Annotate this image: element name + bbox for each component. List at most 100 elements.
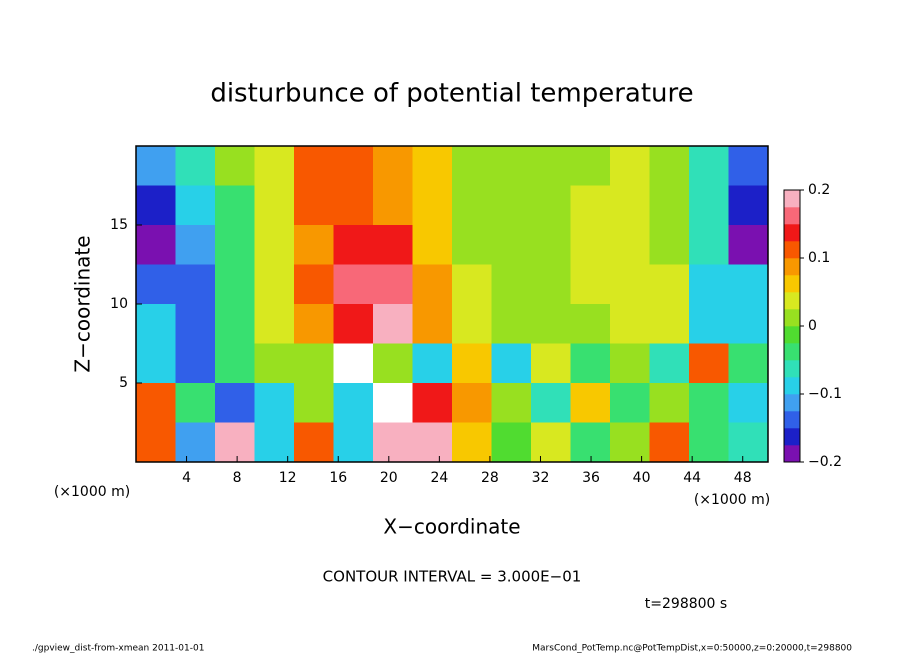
heat-cell xyxy=(610,185,650,226)
heat-cell xyxy=(136,185,176,226)
y-axis-label: Z−coordinate xyxy=(71,235,95,372)
colorbar-bin xyxy=(784,394,800,412)
heat-cell xyxy=(412,185,453,226)
heat-cell xyxy=(333,185,374,226)
colorbar-tick-label: −0.2 xyxy=(808,454,842,470)
heat-cell xyxy=(689,343,729,384)
colorbar-tick-label: 0 xyxy=(808,318,817,334)
heat-cell xyxy=(215,146,255,186)
heat-cell xyxy=(649,146,690,186)
heat-cell xyxy=(491,304,532,344)
x-tick-label: 36 xyxy=(582,470,600,486)
heat-cell xyxy=(294,146,334,186)
heat-cell xyxy=(570,185,611,226)
colorbar-bin xyxy=(784,224,800,242)
heat-cell xyxy=(333,264,374,305)
heat-cell xyxy=(175,343,216,384)
heat-cell xyxy=(294,383,334,423)
heat-cell xyxy=(373,343,413,384)
heat-cell xyxy=(452,146,492,186)
heat-cell xyxy=(452,225,492,265)
heat-cell xyxy=(649,225,690,265)
x-tick-label: 20 xyxy=(380,470,398,486)
x-tick-label: 28 xyxy=(481,470,499,486)
colorbar-bin xyxy=(784,411,800,429)
y-tick-label: 15 xyxy=(110,217,128,233)
heat-cell xyxy=(215,304,255,344)
heat-cell xyxy=(570,422,611,463)
heat-cell xyxy=(373,264,413,305)
heat-cell xyxy=(215,422,255,463)
heat-cell xyxy=(728,422,769,463)
colorbar-tick-label: 0.1 xyxy=(808,250,830,266)
colorbar-bin xyxy=(784,377,800,395)
heat-cell xyxy=(491,383,532,423)
heat-cell xyxy=(491,185,532,226)
x-tick-label: 40 xyxy=(633,470,651,486)
heat-cell xyxy=(491,343,532,384)
heat-cell xyxy=(689,304,729,344)
colorbar-bin xyxy=(784,275,800,293)
heat-cell xyxy=(452,422,492,463)
heat-cell xyxy=(610,343,650,384)
heat-cell xyxy=(215,343,255,384)
heat-cell xyxy=(689,146,729,186)
heat-cell xyxy=(333,383,374,423)
heat-cell xyxy=(491,146,532,186)
heat-cell xyxy=(373,146,413,186)
heat-cell xyxy=(728,383,769,423)
x-tick-label: 4 xyxy=(182,470,191,486)
x-tick-label: 44 xyxy=(683,470,701,486)
x-unit-label: (×1000 m) xyxy=(694,492,770,508)
heat-cell xyxy=(373,422,413,463)
heat-cell xyxy=(452,383,492,423)
x-tick-label: 24 xyxy=(430,470,448,486)
heat-cell xyxy=(175,383,216,423)
heat-cell xyxy=(728,185,769,226)
heat-cell xyxy=(333,225,374,265)
heat-cell xyxy=(215,225,255,265)
heat-cell xyxy=(728,225,769,265)
heat-cell xyxy=(491,264,532,305)
heat-cell xyxy=(531,422,571,463)
heat-cell xyxy=(412,422,453,463)
y-tick-label: 10 xyxy=(110,296,128,312)
heat-cell xyxy=(254,225,295,265)
heat-cell xyxy=(373,383,413,423)
heat-cell xyxy=(570,225,611,265)
chart-title: disturbunce of potential temperature xyxy=(210,79,693,109)
footer-right: MarsCond_PotTemp.nc@PotTempDist,x=0:5000… xyxy=(532,644,852,654)
heat-cell xyxy=(136,264,176,305)
heat-cell xyxy=(649,343,690,384)
heat-cell xyxy=(570,146,611,186)
heat-cell xyxy=(689,225,729,265)
x-tick-label: 16 xyxy=(329,470,347,486)
colorbar-bin xyxy=(784,326,800,344)
heat-cell xyxy=(728,264,769,305)
heat-cell xyxy=(215,264,255,305)
heat-cell xyxy=(175,185,216,226)
footer-left: ./gpview_dist-from-xmean 2011-01-01 xyxy=(32,644,204,654)
colorbar-bin xyxy=(784,241,800,259)
colorbar-bin xyxy=(784,258,800,276)
heat-cell xyxy=(531,304,571,344)
heat-cell xyxy=(610,264,650,305)
colorbar-bin xyxy=(784,445,800,463)
heat-cell xyxy=(136,225,176,265)
heat-cell xyxy=(333,146,374,186)
time-label: t=298800 s xyxy=(645,596,727,612)
heat-cell xyxy=(728,343,769,384)
heat-cell xyxy=(294,264,334,305)
heat-cell xyxy=(728,304,769,344)
heat-cell xyxy=(136,383,176,423)
heat-cell xyxy=(333,343,374,384)
heat-cell xyxy=(610,225,650,265)
heat-cell xyxy=(333,304,374,344)
heat-cell xyxy=(452,185,492,226)
heat-cell xyxy=(412,343,453,384)
colorbar-tick-label: −0.1 xyxy=(808,386,842,402)
heat-cell xyxy=(175,264,216,305)
x-unit-label: (×1000 m) xyxy=(54,484,130,500)
heat-cell xyxy=(728,146,769,186)
